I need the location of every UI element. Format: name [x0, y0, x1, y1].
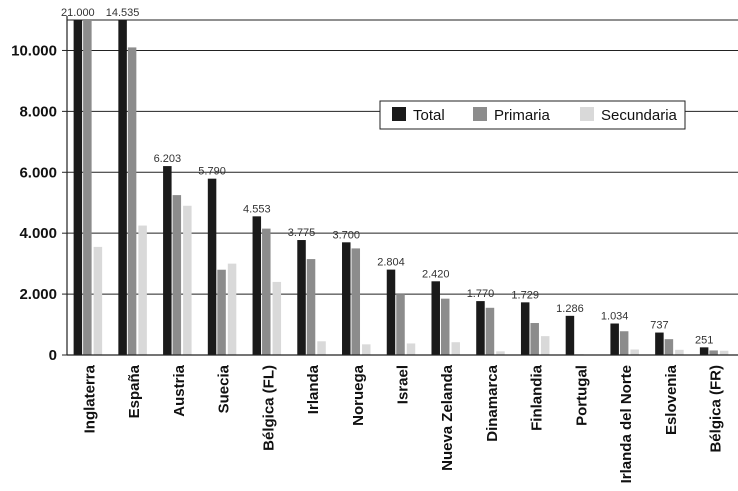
y-tick-label: 10.000 — [11, 42, 57, 59]
data-label: 3.700 — [333, 229, 361, 241]
legend-label: Secundaria — [601, 107, 678, 124]
bar-primaria — [351, 248, 361, 355]
bar-primaria — [127, 47, 137, 356]
bar-primaria — [262, 228, 271, 355]
x-tick-label: Dinamarca — [484, 364, 501, 441]
data-label: 1.034 — [601, 311, 629, 323]
y-tick-label: 0 — [49, 347, 57, 364]
data-label: 1.729 — [511, 289, 539, 301]
data-label: 737 — [650, 320, 668, 332]
bar-total — [342, 242, 351, 355]
bar-secundaria — [496, 351, 505, 355]
data-label: 1.770 — [467, 288, 495, 300]
bar-total — [118, 20, 127, 355]
x-tick-label: Austria — [171, 364, 188, 416]
data-label: 21.000 — [61, 7, 95, 19]
data-label: 14.535 — [106, 7, 140, 19]
data-label: 4.553 — [243, 203, 271, 215]
bar-total — [476, 301, 485, 355]
x-tick-label: Eslovenia — [663, 364, 680, 435]
bar-secundaria — [406, 343, 416, 355]
bar-primaria — [664, 339, 674, 355]
legend-swatch — [473, 107, 487, 121]
bar-secundaria — [675, 349, 684, 355]
data-label: 5.790 — [198, 166, 226, 178]
data-label: 1.286 — [556, 303, 584, 315]
x-tick-label: Portugal — [573, 365, 590, 426]
bar-total — [655, 332, 664, 355]
x-tick-label: Suecia — [216, 364, 233, 413]
bar-primaria — [619, 331, 629, 355]
bar-primaria — [440, 298, 450, 355]
y-tick-label: 4.000 — [19, 225, 57, 242]
data-label: 2.420 — [422, 268, 450, 280]
bar-primaria — [83, 20, 92, 355]
bar-secundaria — [227, 263, 237, 355]
bar-primaria — [530, 323, 539, 355]
data-label: 6.203 — [154, 153, 182, 165]
x-tick-label: Finlandia — [529, 364, 546, 430]
y-axis-ticks: 0 2.000 4.000 6.000 8.000 10.000 — [11, 42, 67, 364]
x-tick-label: Israel — [395, 365, 412, 404]
legend-box — [379, 100, 686, 130]
bar-total — [252, 216, 262, 355]
bar-primaria — [396, 294, 405, 355]
data-label: 251 — [695, 334, 713, 346]
axes — [66, 16, 738, 356]
x-tick-label: Irlanda — [305, 364, 322, 414]
bar-total — [73, 20, 83, 355]
data-label: 3.775 — [288, 227, 316, 239]
x-tick-label: Noruega — [350, 364, 367, 426]
x-tick-label: Inglaterra — [81, 364, 98, 433]
bar-secundaria — [630, 349, 639, 355]
bar-primaria — [306, 259, 316, 355]
bar-primaria — [485, 307, 495, 355]
bar-primaria — [217, 269, 226, 355]
legend-swatch — [580, 107, 594, 121]
bar-secundaria — [183, 205, 192, 355]
bar-total — [386, 269, 396, 355]
legend-label: Total — [413, 107, 445, 124]
x-tick-label: Bélgica (FR) — [708, 365, 725, 453]
x-tick-label: Irlanda del Norte — [618, 365, 635, 483]
legend-swatch — [392, 107, 406, 121]
bar-total — [297, 240, 306, 355]
bar-total — [163, 166, 172, 355]
bar-total — [207, 178, 217, 355]
x-tick-label: Nueva Zelanda — [439, 364, 456, 471]
x-axis-ticks: Inglaterra España Austria Suecia Bélgica (FL… — [81, 364, 724, 483]
bar-total — [431, 281, 440, 355]
legend: Total Primaria Secundaria — [379, 100, 686, 130]
x-tick-label: Bélgica (FL) — [260, 365, 277, 451]
data-labels: 21.000 14.535 6.203 5.790 4.553 3.775 3.700 2.8… — [61, 7, 713, 346]
bars — [73, 20, 729, 356]
y-tick-label: 8.000 — [19, 103, 57, 120]
bar-secundaria — [362, 344, 371, 355]
data-label: 2.804 — [377, 257, 405, 269]
bar-secundaria — [93, 246, 103, 355]
x-tick-label: España — [126, 364, 143, 418]
bar-total — [565, 315, 575, 355]
bar-total — [699, 347, 709, 355]
bar-secundaria — [719, 350, 729, 355]
bar-secundaria — [451, 342, 460, 355]
legend-label: Primaria — [494, 107, 550, 124]
bar-primaria — [709, 350, 718, 355]
bar-secundaria — [317, 341, 326, 355]
bar-secundaria — [540, 336, 550, 355]
bar-secundaria — [272, 281, 282, 355]
y-tick-label: 6.000 — [19, 164, 57, 181]
y-tick-label: 2.000 — [19, 286, 57, 303]
bar-total — [520, 302, 530, 355]
bar-primaria — [172, 195, 182, 355]
bar-total — [610, 323, 619, 355]
bar-secundaria — [138, 225, 147, 355]
